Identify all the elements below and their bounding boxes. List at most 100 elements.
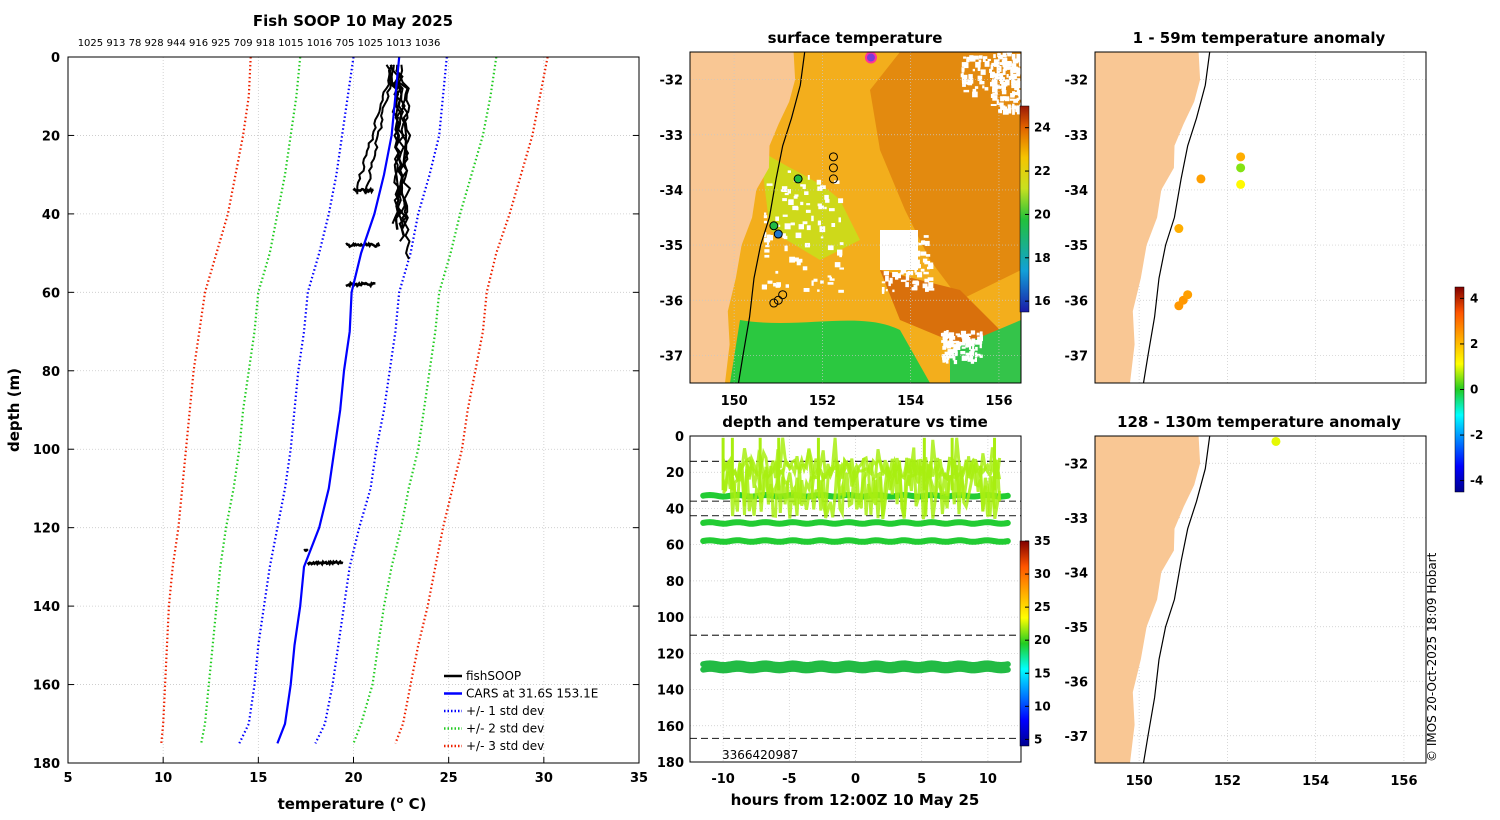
sst-cloud-pixel bbox=[917, 259, 920, 265]
anomaly-cbar-label: 2 bbox=[1470, 337, 1478, 351]
anom2-isobath bbox=[1142, 436, 1211, 763]
depthtime-cbar-label: 30 bbox=[1034, 567, 1051, 581]
map-xtick-label: 150 bbox=[1126, 774, 1153, 789]
sst-cloud-pixel bbox=[944, 351, 949, 358]
anom1-marker bbox=[1236, 152, 1246, 162]
legend-label: fishSOOP bbox=[466, 669, 521, 683]
map-ytick-label: -33 bbox=[1065, 512, 1089, 527]
sst-cloud-block bbox=[880, 230, 918, 270]
sst-cloud-pixel bbox=[977, 65, 981, 71]
sst-cloud-pixel bbox=[839, 267, 844, 270]
sst-cloud-pixel bbox=[775, 270, 779, 274]
profile-ytick-label: 120 bbox=[33, 522, 60, 537]
profile-xlabel-sup: o bbox=[396, 795, 403, 806]
sst-cloud-pixel bbox=[964, 338, 971, 344]
surface-cbar-label: 20 bbox=[1034, 207, 1051, 221]
sst-cloud-pixel bbox=[1012, 103, 1015, 110]
sst-cloud-pixel bbox=[998, 109, 1002, 114]
sst-cloud-pixel bbox=[764, 237, 771, 243]
sst-cloud-pixel bbox=[942, 334, 949, 340]
sst-cloud-pixel bbox=[883, 271, 889, 276]
sst-cloud-pixel bbox=[802, 185, 806, 189]
anom1-ticks: -32 -33 -34 -35 -36 -37 bbox=[1065, 74, 1089, 365]
sst-cloud-pixel bbox=[811, 280, 814, 286]
profile-xlabel-prefix: temperature ( bbox=[278, 795, 397, 813]
sst-cloud-pixel bbox=[969, 346, 972, 350]
surface-colorbar-ticks: 24 22 20 18 16 bbox=[1025, 121, 1051, 308]
sst-cloud-pixel bbox=[927, 266, 930, 270]
sst-cloud-pixel bbox=[776, 282, 781, 287]
sst-cloud-pixel bbox=[915, 281, 920, 286]
depthtime-colorbar-ticks: 35 30 25 20 15 10 5 bbox=[1025, 534, 1051, 746]
depthtime-ytick-label: 120 bbox=[657, 647, 684, 662]
sst-cloud-pixel bbox=[979, 342, 982, 349]
sst-cloud-pixel bbox=[784, 245, 788, 252]
sst-cloud-pixel bbox=[990, 64, 994, 70]
sst-cloud-pixel bbox=[963, 89, 970, 93]
sst-cloud-pixel bbox=[923, 271, 929, 275]
sst-cloud-pixel bbox=[1001, 86, 1006, 92]
sst-cloud-pixel bbox=[787, 189, 791, 194]
sst-cloud-pixel bbox=[995, 77, 998, 81]
depthtime-cbar-label: 10 bbox=[1034, 699, 1051, 713]
anom1-marker bbox=[1174, 224, 1184, 234]
profile-ytick-label: 100 bbox=[33, 443, 60, 458]
sst-cloud-pixel bbox=[888, 280, 891, 287]
sst-cloud-pixel bbox=[962, 80, 967, 85]
legend-label: +/- 1 std dev bbox=[466, 704, 544, 718]
sst-cloud-pixel bbox=[960, 330, 967, 335]
legend-label: +/- 3 std dev bbox=[466, 739, 544, 753]
anom2-land bbox=[1095, 436, 1201, 763]
sst-cloud-pixel bbox=[1012, 58, 1019, 64]
sst-ship-position bbox=[864, 52, 877, 64]
fishsoop-curve-trace bbox=[356, 72, 391, 195]
sst-cloud-pixel bbox=[925, 240, 930, 246]
sst-cloud-pixel bbox=[1016, 108, 1021, 115]
sst-cloud-pixel bbox=[820, 236, 824, 239]
sst-cloud-pixel bbox=[964, 357, 969, 360]
sst-cloud-pixel bbox=[839, 255, 842, 258]
map-xtick-label: 150 bbox=[721, 394, 748, 409]
sst-cloud-pixel bbox=[971, 349, 975, 352]
sst-cloud-pixel bbox=[912, 281, 917, 285]
sst-cloud-pixel bbox=[913, 284, 918, 291]
sst-cloud-pixel bbox=[993, 62, 1000, 67]
sst-cloud-pixel bbox=[977, 75, 983, 81]
depthtime-ytick-label: 100 bbox=[657, 611, 684, 626]
sst-cloud-pixel bbox=[829, 276, 832, 280]
profile-xtick-label: 20 bbox=[344, 771, 362, 786]
legend-label: CARS at 31.6S 153.1E bbox=[466, 687, 598, 701]
sst-cloud-pixel bbox=[763, 220, 767, 224]
sst-cool-water bbox=[730, 320, 930, 383]
sst-cloud-pixel bbox=[1006, 52, 1012, 55]
anom2-marker bbox=[1271, 436, 1281, 446]
anom1-markers bbox=[1174, 152, 1246, 311]
sst-isobath bbox=[737, 52, 806, 383]
depthtime-xlabel: hours from 12:00Z 10 May 25 bbox=[731, 791, 980, 809]
sst-cloud-pixel bbox=[1002, 109, 1009, 115]
sst-cloud-pixel bbox=[962, 84, 966, 87]
surface-title: surface temperature bbox=[768, 29, 943, 47]
sst-cloud-pixel bbox=[782, 214, 788, 217]
profile-xtick-label: 25 bbox=[440, 771, 458, 786]
sst-cloud-pixel bbox=[784, 192, 789, 196]
sst-cloud-pixel bbox=[961, 334, 968, 339]
sst-cloud-pixel bbox=[1012, 109, 1015, 115]
sst-cloud-pixel bbox=[915, 272, 920, 275]
sst-cloud-pixel bbox=[942, 359, 946, 363]
sst-cloud-pixel bbox=[928, 282, 934, 289]
sst-cloud-pixel bbox=[922, 283, 928, 289]
sst-station-marker bbox=[828, 152, 838, 162]
sst-cloud-pixel bbox=[764, 232, 767, 238]
sst-cloud-pixel bbox=[1004, 54, 1007, 58]
sst-grid bbox=[690, 52, 1021, 383]
sst-cloud-pixel bbox=[1002, 63, 1007, 68]
fishsoop-cluster bbox=[352, 186, 374, 195]
sst-cloud-pixel bbox=[825, 199, 830, 203]
profile-ytick-label: 0 bbox=[51, 51, 60, 66]
sst-cloud-pixel bbox=[990, 81, 994, 87]
sst-cloud-pixel bbox=[994, 84, 1000, 90]
sst-cloud-pixel bbox=[800, 201, 804, 206]
sst-cloud-pixel bbox=[781, 186, 788, 192]
sst-cloud-pixel bbox=[895, 275, 899, 280]
